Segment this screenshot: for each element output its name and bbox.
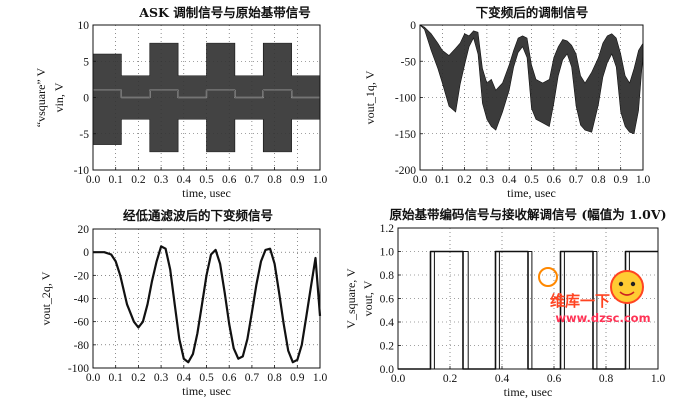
- chart-title: 原始基带编码信号与接收解调信号 (幅值为 1.0V): [390, 207, 667, 222]
- y-tick-label: -150: [395, 129, 416, 141]
- y-tick-label: 0: [410, 20, 416, 32]
- x-tick-label: 0.7: [245, 372, 260, 384]
- y-tick-label: 0.6: [380, 294, 395, 306]
- x-tick-label: 0.8: [267, 174, 282, 186]
- series-line-baseband-outline: [93, 90, 320, 98]
- y-tick-label: 0.8: [380, 270, 395, 282]
- y-tick-label: -50: [401, 56, 417, 68]
- x-tick-label: 0.4: [502, 174, 517, 186]
- x-tick-label: 0.8: [591, 174, 606, 186]
- y-tick-label: 1.2: [380, 223, 395, 235]
- mascot-eye-icon: [618, 281, 624, 287]
- y-tick-label: -100: [68, 363, 89, 375]
- logo-ring-icon: [538, 267, 558, 287]
- x-tick-label: 0.4: [177, 372, 192, 384]
- y-tick-label: -10: [74, 165, 90, 177]
- x-tick-label: 0.7: [245, 174, 260, 186]
- x-tick-label: 0.2: [131, 372, 146, 384]
- x-tick-label: 0.6: [547, 373, 562, 385]
- chart-title: ASK 调制信号与原始基带信号: [138, 5, 310, 20]
- y-tick-label: 0: [83, 247, 89, 259]
- chart-panel-2: 下变频后的调制信号 0.0 0.1 0.2 0.3 0.4 0.5 0.6 0.7 0.8 0.9 1…: [363, 5, 650, 200]
- series-line-filtered: [93, 245, 322, 364]
- y-tick-label: -200: [395, 165, 416, 177]
- mascot-eye-icon: [630, 281, 636, 287]
- x-tick-label: 0.3: [154, 372, 169, 384]
- x-tick-label: 0.0: [391, 373, 406, 385]
- x-axis-label: time, usec: [182, 384, 231, 398]
- y-tick-label: -5: [79, 129, 89, 141]
- y-axis-label: V_square, V: [344, 268, 358, 329]
- x-tick-label: 1.0: [313, 174, 328, 186]
- y-tick-label: -40: [74, 294, 90, 306]
- x-tick-label: 0.1: [435, 174, 450, 186]
- x-tick-label: 0.5: [199, 174, 214, 186]
- chart-panel-3: 经低通滤波后的下变频信号 0.0 0.1 0.2 0.3 0.4 0.5 0.6 0.7 0.8 0…: [39, 208, 327, 398]
- y-axis-label: vin, V: [52, 82, 66, 112]
- x-tick-label: 1.0: [313, 372, 328, 384]
- y-tick-label: 0.4: [380, 317, 395, 329]
- x-tick-label: 0.5: [199, 372, 214, 384]
- y-tick-label: -80: [74, 340, 90, 352]
- chart-panel-1: ASK 调制信号与原始基带信号 0.0 0.1 0.2 0.3 0.4 0.5 0.6 0.7 0…: [34, 5, 327, 200]
- y-tick-label: 0.0: [380, 364, 395, 376]
- x-tick-label: 0.0: [413, 174, 428, 186]
- x-tick-label: 0.3: [480, 174, 495, 186]
- x-tick-label: 0.3: [154, 174, 169, 186]
- x-tick-label: 1.0: [636, 174, 651, 186]
- x-tick-label: 0.5: [524, 174, 539, 186]
- y-tick-label: -100: [395, 93, 416, 105]
- y-tick-label: 10: [78, 20, 90, 32]
- y-tick-label: -20: [74, 270, 90, 282]
- chart-title: 下变频后的调制信号: [476, 5, 589, 20]
- y-tick-label: 0: [83, 93, 89, 105]
- x-tick-label: 1.0: [651, 373, 666, 385]
- x-tick-label: 0.2: [457, 174, 472, 186]
- x-tick-label: 0.8: [599, 373, 614, 385]
- y-tick-label: 0.2: [380, 341, 395, 353]
- x-tick-label: 0.2: [443, 373, 458, 385]
- x-tick-label: 0.4: [495, 373, 510, 385]
- x-tick-label: 0.9: [614, 174, 629, 186]
- mascot-mouth-icon: [619, 291, 635, 296]
- x-tick-label: 0.0: [86, 174, 101, 186]
- x-tick-label: 0.0: [86, 372, 101, 384]
- y-tick-label: 5: [83, 56, 89, 68]
- x-axis-label: time, usec: [182, 186, 231, 200]
- y-axis-label: vout_2q, V: [39, 271, 53, 325]
- chart-title: 经低通滤波后的下变频信号: [123, 208, 273, 223]
- chart-panel-4: 原始基带编码信号与接收解调信号 (幅值为 1.0V) 0.0 0.2 0.4 0.6 0.…: [344, 207, 666, 399]
- x-tick-label: 0.9: [290, 174, 305, 186]
- x-tick-label: 0.1: [109, 372, 124, 384]
- x-tick-label: 0.6: [222, 372, 237, 384]
- y-axis-label: “vsquare” V: [34, 67, 48, 127]
- x-tick-label: 0.7: [569, 174, 584, 186]
- x-tick-label: 0.9: [290, 372, 305, 384]
- x-tick-label: 0.6: [547, 174, 562, 186]
- x-axis-label: time, usec: [507, 186, 556, 200]
- x-tick-label: 0.2: [131, 174, 146, 186]
- y-axis-label: vout, V: [361, 280, 375, 316]
- watermark-logo-text: 维库一下: [550, 292, 610, 310]
- x-axis-label: time, usec: [504, 385, 553, 399]
- y-tick-label: -60: [74, 317, 90, 329]
- y-axis-label: vout_1q, V: [363, 70, 377, 124]
- x-tick-label: 0.4: [177, 174, 192, 186]
- watermark-url-text: www.dzsc.com: [555, 311, 650, 325]
- y-tick-label: 20: [78, 224, 90, 236]
- mascot-icon: [610, 270, 644, 304]
- x-tick-label: 0.6: [222, 174, 237, 186]
- y-tick-label: 1.0: [380, 247, 395, 259]
- x-tick-label: 0.1: [109, 174, 124, 186]
- x-tick-label: 0.8: [267, 372, 282, 384]
